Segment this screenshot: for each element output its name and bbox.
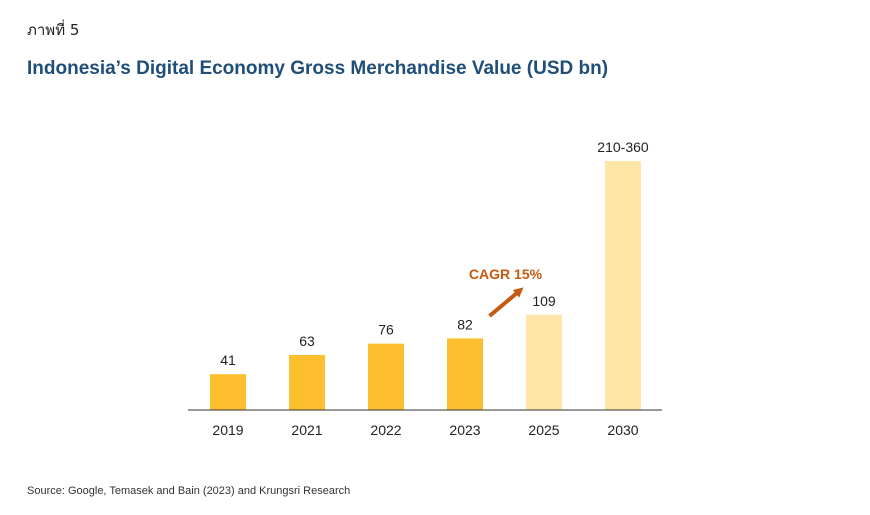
x-tick-label-2025: 2025 [528, 422, 559, 438]
bar-2025 [526, 314, 562, 410]
bar-2022 [368, 343, 404, 410]
bar-2019 [210, 374, 246, 410]
data-label-2025: 109 [532, 293, 556, 309]
source-note: Source: Google, Temasek and Bain (2023) … [27, 485, 351, 497]
data-label-2019: 41 [220, 352, 236, 368]
chart-title: Indonesia’s Digital Economy Gross Mercha… [27, 58, 609, 79]
bar-2021 [289, 354, 325, 410]
x-tick-label-2030: 2030 [607, 422, 638, 438]
x-tick-label-2023: 2023 [449, 422, 480, 438]
cagr-label: CAGR 15% [469, 266, 543, 282]
x-tick-label-2021: 2021 [291, 422, 322, 438]
data-label-2022: 76 [378, 322, 394, 338]
data-label-2023: 82 [457, 316, 473, 332]
data-label-2021: 63 [299, 333, 315, 349]
data-label-2030: 210-360 [597, 139, 649, 155]
x-tick-label-2019: 2019 [212, 422, 243, 438]
bar-2030 [605, 161, 641, 410]
bar-2023 [447, 338, 483, 410]
figure-label: ภาพที่ 5 [27, 21, 80, 39]
cagr-arrow-icon [488, 287, 524, 318]
x-tick-label-2022: 2022 [370, 422, 401, 438]
